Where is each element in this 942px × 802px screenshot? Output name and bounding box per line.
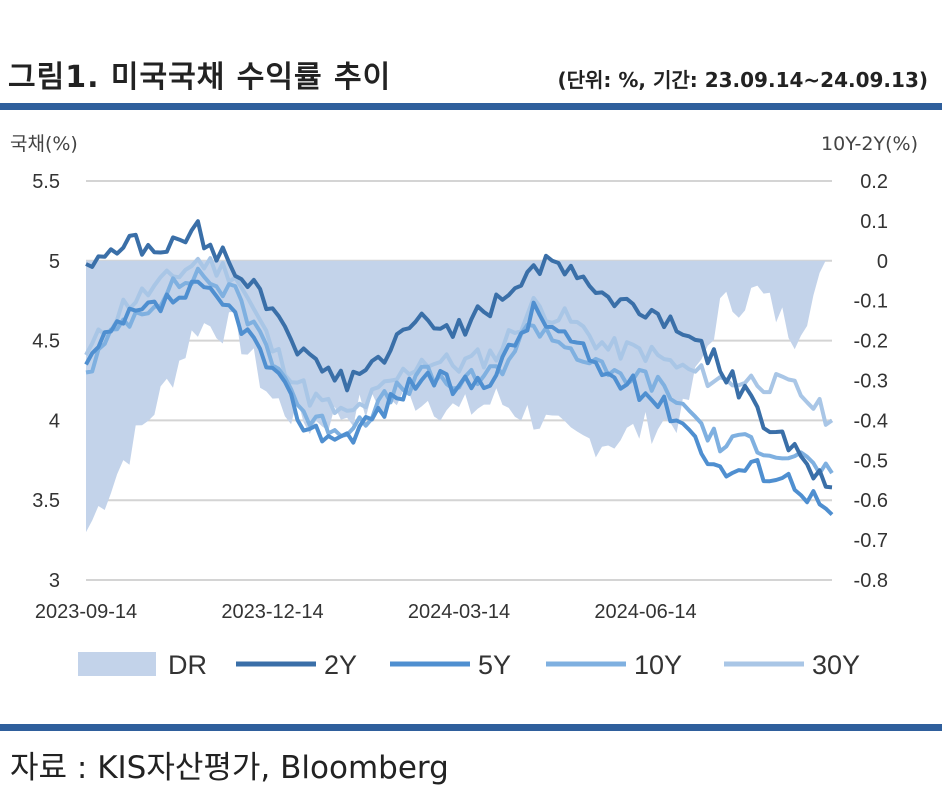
left-tick-label: 4 [49, 410, 60, 432]
series-30y-line [84, 256, 834, 427]
right-tick-label: -0.7 [854, 530, 888, 552]
right-axis-title: 10Y-2Y(%) [821, 133, 918, 155]
source-note: 자료 : KIS자산평가, Bloomberg [10, 750, 449, 786]
legend-item-2y: 2Y [236, 650, 357, 680]
unit-note: (단위: %, 기간: 23.09.14~24.09.13) [557, 68, 928, 92]
legend-swatch [78, 652, 156, 676]
x-axis-ticks: 2023-09-14 2023-12-14 2024-03-14 2024-06-14 [35, 601, 697, 623]
legend-label: 10Y [634, 650, 682, 680]
yield-chart: 국채(%) 10Y-2Y(%) 5.5 5 4.5 4 3.5 3 0.2 0.1 0 -0.1… [10, 133, 918, 680]
right-tick-label: -0.6 [854, 490, 888, 512]
legend-label: 5Y [478, 650, 511, 680]
legend-label: DR [168, 650, 207, 680]
left-axis-title: 국채(%) [10, 133, 78, 155]
legend: DR 2Y 5Y 10Y 30Y [78, 650, 860, 680]
right-axis-ticks: 0.2 0.1 0 -0.1 -0.2 -0.3 -0.4 -0.5 -0.6 -0.7 -0.8 [854, 171, 888, 592]
bottom-rule [0, 724, 942, 731]
left-tick-label: 4.5 [32, 331, 60, 353]
series-dr-area [86, 260, 832, 533]
right-tick-label: -0.5 [854, 450, 888, 472]
left-tick-label: 3 [49, 570, 60, 592]
left-axis-ticks: 5.5 5 4.5 4 3.5 3 [32, 171, 60, 592]
right-tick-label: 0.1 [860, 211, 888, 233]
top-rule [0, 103, 942, 110]
chart-title: 그림1. 미국국채 수익률 추이 [8, 60, 392, 95]
left-tick-label: 5.5 [32, 171, 60, 193]
x-tick-label: 2024-06-14 [594, 601, 696, 623]
legend-item-dr: DR [78, 650, 207, 680]
right-tick-label: -0.8 [854, 570, 888, 592]
right-tick-label: -0.4 [854, 410, 888, 432]
left-tick-label: 5 [49, 251, 60, 273]
x-tick-label: 2023-09-14 [35, 601, 137, 623]
legend-label: 30Y [812, 650, 860, 680]
legend-item-10y: 10Y [546, 650, 682, 680]
legend-item-30y: 30Y [724, 650, 860, 680]
series-2y-line [85, 219, 833, 490]
x-tick-label: 2023-12-14 [221, 601, 323, 623]
series-5y-line [84, 279, 834, 517]
legend-label: 2Y [324, 650, 357, 680]
legend-item-5y: 5Y [390, 650, 511, 680]
right-tick-label: -0.3 [854, 371, 888, 393]
dr-area-series [86, 260, 832, 533]
right-tick-label: -0.1 [854, 291, 888, 313]
yield-lines [84, 219, 834, 517]
x-tick-label: 2024-03-14 [408, 601, 510, 623]
right-tick-label: 0 [877, 251, 888, 273]
right-tick-label: -0.2 [854, 331, 888, 353]
left-tick-label: 3.5 [32, 490, 60, 512]
right-tick-label: 0.2 [860, 171, 888, 193]
